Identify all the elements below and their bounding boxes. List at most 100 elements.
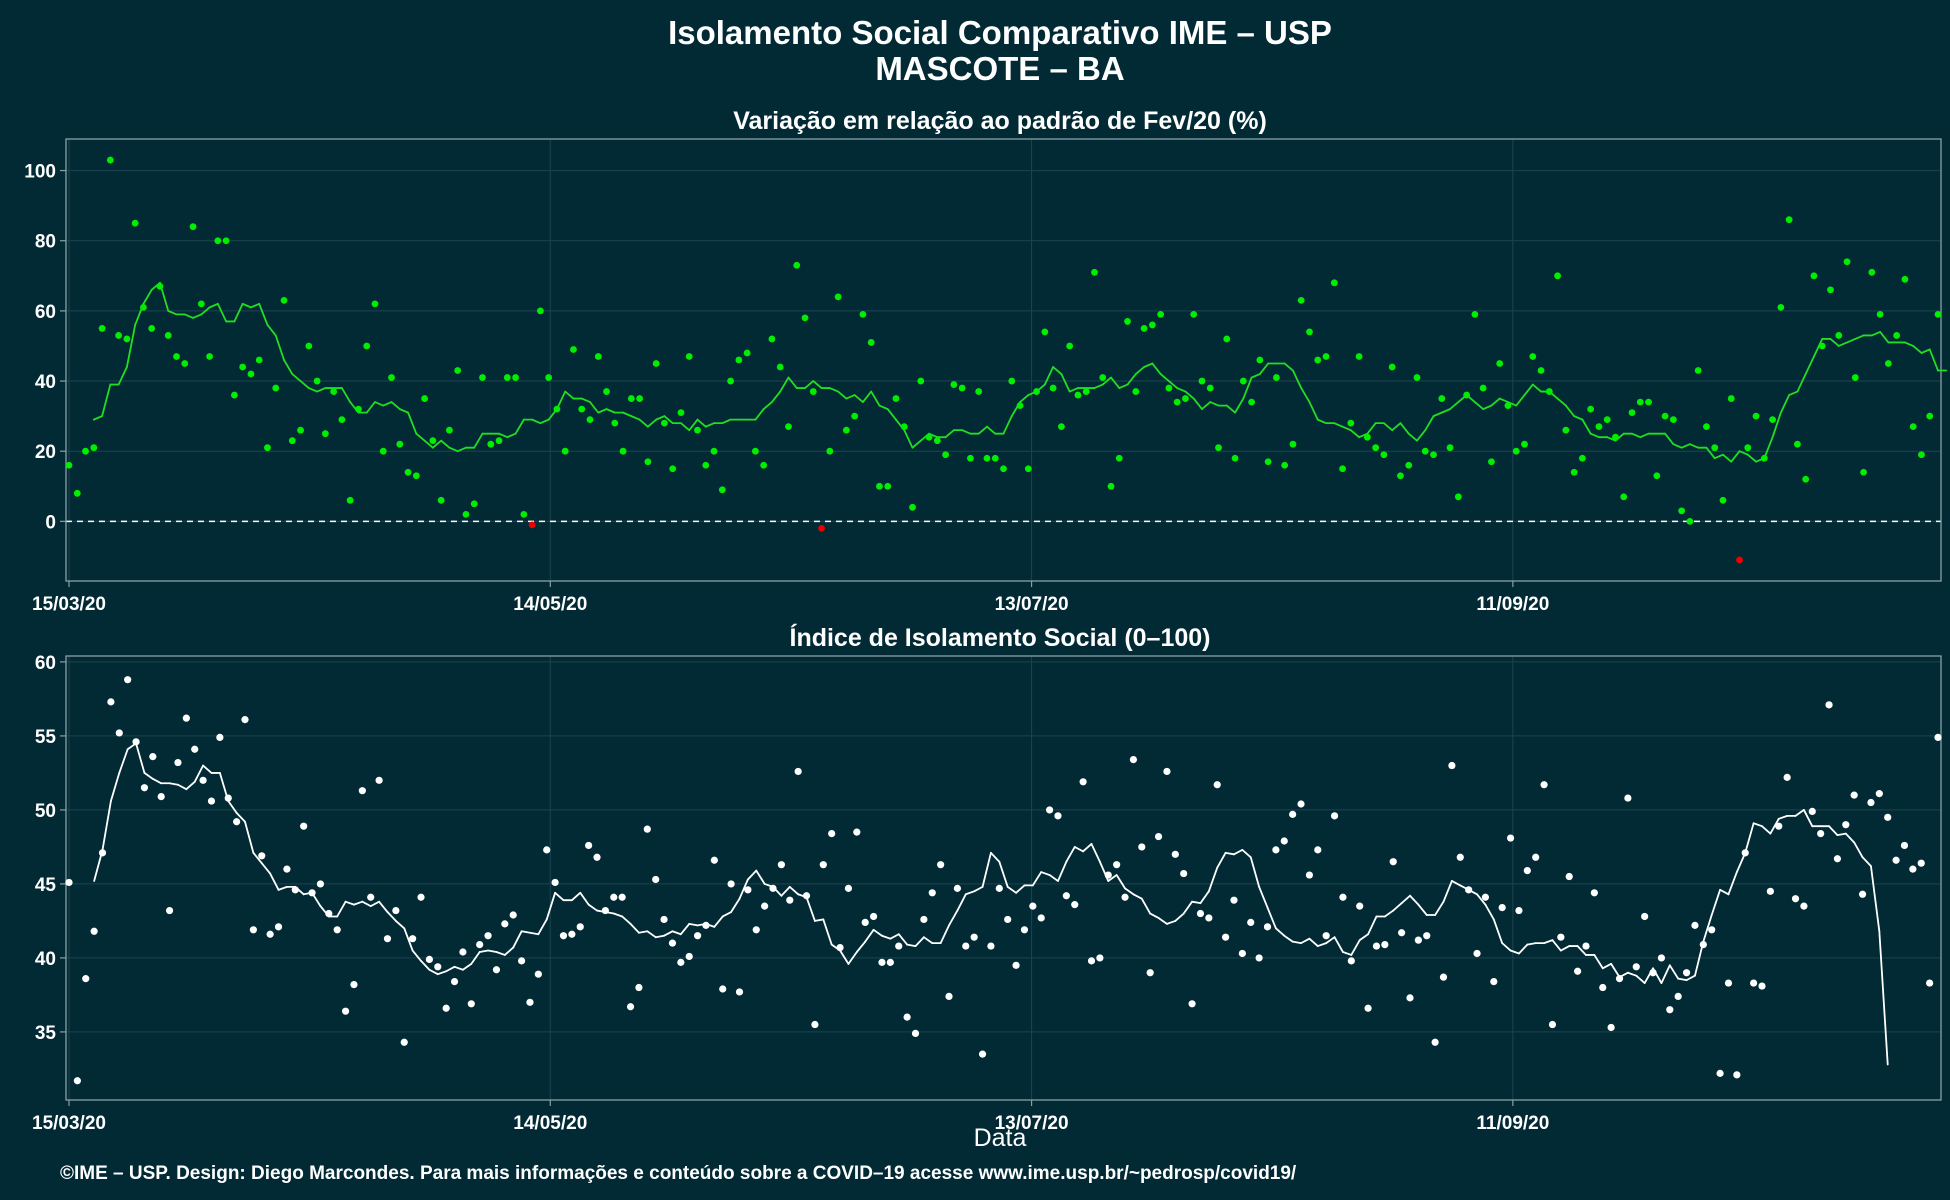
data-point bbox=[978, 1050, 987, 1058]
y-tick-label: 55 bbox=[35, 727, 57, 748]
data-point bbox=[1699, 941, 1707, 949]
moving-average-segment bbox=[135, 742, 146, 774]
moving-average-segment bbox=[1060, 373, 1071, 393]
data-point bbox=[526, 998, 534, 1006]
data-point bbox=[1574, 967, 1582, 975]
data-point bbox=[509, 911, 517, 919]
data-point bbox=[1523, 867, 1531, 875]
moving-average-segment bbox=[299, 380, 310, 389]
moving-average-segment bbox=[990, 851, 1001, 863]
data-point bbox=[140, 784, 149, 792]
data-point bbox=[1273, 374, 1280, 381]
moving-average-segment bbox=[1199, 890, 1210, 905]
data-point bbox=[470, 500, 478, 508]
data-point bbox=[1388, 363, 1396, 371]
data-point bbox=[568, 930, 576, 938]
data-point bbox=[818, 524, 825, 532]
data-point bbox=[1926, 979, 1934, 987]
data-point bbox=[1827, 286, 1834, 294]
moving-average-segment bbox=[1837, 341, 1848, 347]
moving-average-segment bbox=[837, 390, 848, 400]
moving-average-segment bbox=[1434, 900, 1445, 916]
data-point bbox=[853, 828, 861, 836]
data-point bbox=[1322, 353, 1330, 360]
data-point bbox=[1733, 1071, 1741, 1079]
moving-average-segment bbox=[353, 900, 364, 906]
data-point bbox=[928, 889, 936, 897]
data-point bbox=[1188, 1000, 1196, 1008]
data-point bbox=[174, 758, 182, 767]
data-point bbox=[1033, 388, 1040, 395]
moving-average-segment bbox=[1593, 954, 1604, 970]
figure-subtitle: MASCOTE – BA bbox=[875, 50, 1124, 87]
moving-average-segment bbox=[448, 446, 459, 453]
data-point bbox=[1079, 778, 1087, 786]
moving-average-segment bbox=[1349, 429, 1361, 439]
data-point bbox=[991, 454, 999, 462]
moving-average-segment bbox=[1192, 397, 1203, 411]
data-point bbox=[300, 822, 308, 830]
data-point bbox=[417, 893, 425, 901]
moving-average-segment bbox=[1283, 934, 1294, 943]
data-point bbox=[1255, 954, 1263, 962]
moving-average-segment bbox=[1564, 404, 1576, 418]
moving-average-segment bbox=[101, 800, 112, 851]
moving-average-segment bbox=[283, 359, 294, 375]
data-point bbox=[611, 419, 619, 427]
data-point bbox=[308, 889, 316, 897]
moving-average-segment bbox=[864, 928, 875, 943]
data-point bbox=[1438, 395, 1446, 402]
moving-average-segment bbox=[944, 429, 955, 439]
moving-average-segment bbox=[235, 811, 246, 823]
data-point bbox=[520, 510, 528, 518]
moving-average-segment bbox=[1082, 843, 1093, 853]
moving-average-segment bbox=[597, 408, 608, 414]
moving-average-segment bbox=[1490, 397, 1501, 407]
data-point bbox=[421, 395, 429, 402]
data-point bbox=[1004, 915, 1012, 924]
data-point bbox=[1653, 472, 1661, 480]
data-point bbox=[1107, 482, 1115, 490]
data-point bbox=[1289, 440, 1297, 448]
data-point bbox=[1405, 461, 1413, 469]
moving-average-segment bbox=[1788, 390, 1799, 396]
moving-average-segment bbox=[1779, 394, 1791, 414]
moving-average-segment bbox=[1722, 453, 1733, 463]
moving-average-segment bbox=[316, 387, 327, 393]
data-point bbox=[1741, 849, 1749, 857]
data-point bbox=[1557, 933, 1565, 941]
data-point bbox=[495, 437, 503, 445]
data-point bbox=[1456, 853, 1464, 861]
moving-average-segment bbox=[1140, 897, 1152, 915]
data-point bbox=[1448, 761, 1456, 770]
data-point bbox=[1810, 272, 1818, 280]
data-point bbox=[1389, 858, 1397, 866]
moving-average-segment bbox=[855, 940, 867, 953]
data-point bbox=[768, 335, 776, 343]
moving-average-segment bbox=[1300, 387, 1311, 403]
data-point bbox=[1465, 886, 1473, 894]
data-point bbox=[1884, 360, 1892, 367]
data-point bbox=[1724, 979, 1733, 987]
data-point bbox=[652, 875, 660, 884]
data-point bbox=[945, 992, 953, 1001]
data-point bbox=[937, 861, 945, 869]
data-point bbox=[1645, 398, 1652, 406]
data-point bbox=[181, 360, 189, 367]
moving-average-segment bbox=[1484, 903, 1495, 921]
moving-average-segment bbox=[200, 306, 211, 316]
moving-average-segment bbox=[1266, 906, 1277, 930]
moving-average-segment bbox=[630, 415, 641, 421]
moving-average-segment bbox=[503, 946, 515, 956]
moving-average-segment bbox=[177, 783, 188, 791]
data-point bbox=[1934, 733, 1942, 742]
data-point bbox=[859, 310, 867, 318]
data-point bbox=[1498, 904, 1506, 912]
data-point bbox=[1297, 296, 1305, 304]
moving-average-segment bbox=[1796, 373, 1807, 393]
moving-average-segment bbox=[889, 933, 900, 940]
moving-average-segment bbox=[1159, 373, 1170, 382]
data-point bbox=[503, 374, 511, 381]
moving-average-segment bbox=[142, 288, 153, 305]
moving-average-segment bbox=[638, 418, 649, 428]
